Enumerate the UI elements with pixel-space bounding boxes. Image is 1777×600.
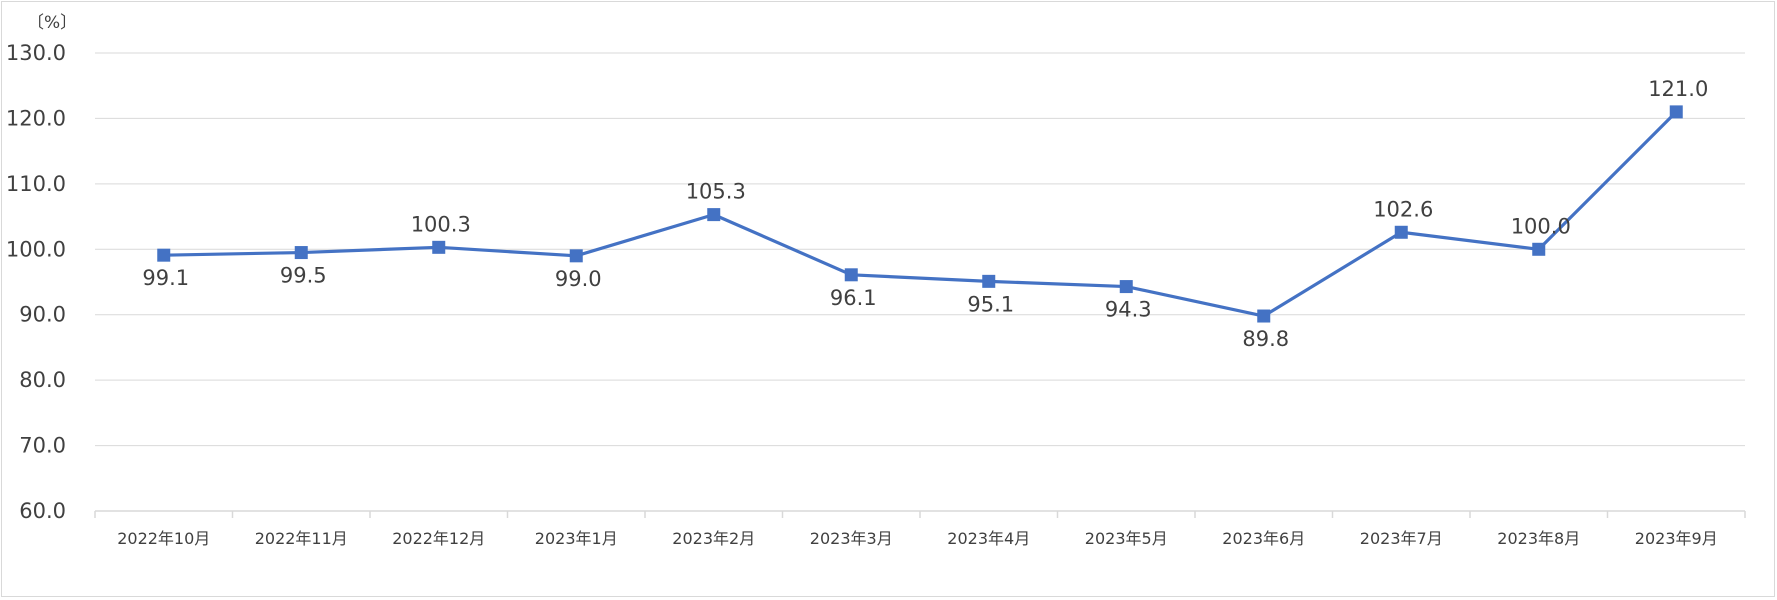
data-label: 99.5: [280, 264, 327, 288]
x-tick-label: 2022年10月: [117, 529, 210, 548]
x-tick-label: 2023年6月: [1222, 529, 1305, 548]
x-tick-label: 2023年7月: [1360, 529, 1443, 548]
data-label: 95.1: [967, 292, 1014, 316]
y-tick-label: 60.0: [19, 499, 66, 523]
x-tick-label: 2022年12月: [392, 529, 485, 548]
data-point-marker: [569, 249, 583, 263]
y-axis-unit-label: 〔%〕: [27, 13, 77, 33]
data-label: 105.3: [686, 180, 746, 204]
data-point-marker: [294, 246, 308, 260]
series-line: [163, 110, 1678, 318]
x-tick-label: 2023年4月: [947, 529, 1030, 548]
data-label: 99.1: [142, 266, 189, 290]
data-point-marker: [982, 274, 996, 288]
data-point-marker: [157, 248, 171, 262]
data-point-marker: [1394, 225, 1408, 239]
data-label: 121.0: [1648, 77, 1708, 101]
y-tick-label: 110.0: [6, 172, 66, 196]
gridlines: [95, 52, 1745, 447]
series-markers: [157, 105, 1683, 323]
data-label: 94.3: [1105, 298, 1152, 322]
y-tick-label: 120.0: [6, 106, 66, 130]
data-label: 89.8: [1242, 327, 1289, 351]
data-point-marker: [1257, 309, 1271, 323]
data-labels: 99.1 99.5 100.3 99.0 105.3 96.1 95.1 94.3 89.8 10…: [142, 77, 1708, 351]
x-tick-label: 2023年1月: [535, 529, 618, 548]
data-label: 102.6: [1373, 197, 1433, 221]
data-point-marker: [1532, 242, 1546, 256]
data-label: 100.0: [1511, 214, 1571, 238]
x-tick-label: 2023年9月: [1635, 529, 1718, 548]
x-tick-label: 2023年3月: [810, 529, 893, 548]
x-tick-label: 2023年8月: [1497, 529, 1580, 548]
data-point-marker: [707, 208, 721, 222]
x-tick-label: 2023年2月: [672, 529, 755, 548]
y-tick-label: 90.0: [19, 303, 66, 327]
x-tick-label: 2023年5月: [1085, 529, 1168, 548]
data-label: 100.3: [411, 212, 471, 236]
y-tick-label: 130.0: [6, 41, 66, 65]
data-point-marker: [1119, 280, 1133, 294]
x-axis: [94, 510, 1746, 518]
y-tick-label: 80.0: [19, 368, 66, 392]
data-point-marker: [432, 240, 446, 254]
data-label: 96.1: [830, 286, 877, 310]
series-line-group: [163, 110, 1678, 318]
data-point-marker: [1669, 105, 1683, 119]
y-tick-label: 100.0: [6, 237, 66, 261]
data-point-marker: [844, 268, 858, 282]
data-label: 99.0: [555, 267, 602, 291]
x-tick-label: 2022年11月: [255, 529, 348, 548]
x-axis-ticks: 2022年10月 2022年11月 2022年12月 2023年1月 2023年2月 20…: [117, 529, 1718, 548]
y-tick-label: 70.0: [19, 434, 66, 458]
y-axis-ticks: 60.0 70.0 80.0 90.0 100.0 110.0 120.0 130.0: [6, 41, 66, 523]
